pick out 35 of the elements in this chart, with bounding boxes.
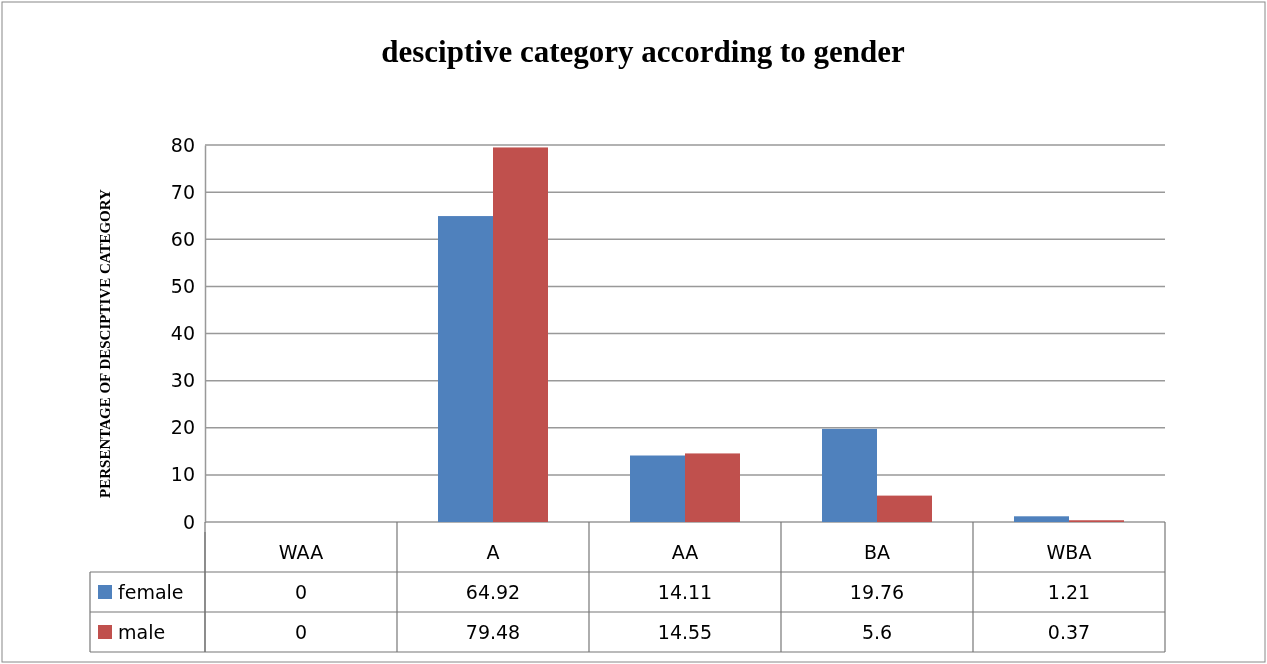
bar — [685, 453, 740, 522]
bar — [822, 428, 877, 522]
legend-label: male — [118, 621, 166, 643]
x-tick-label: A — [486, 541, 500, 563]
x-tick-label: WBA — [1046, 541, 1092, 563]
y-tick-label: 0 — [182, 510, 195, 533]
data-label: 5.6 — [861, 621, 893, 643]
data-label: 0 — [294, 621, 308, 643]
x-tick-label: WAA — [278, 541, 324, 563]
y-tick-label: 10 — [170, 463, 195, 486]
data-label: 14.55 — [657, 621, 713, 643]
data-label: 0 — [294, 581, 308, 603]
data-label: 79.48 — [465, 621, 521, 643]
data-label: 64.92 — [465, 581, 521, 603]
y-tick-label: 30 — [170, 369, 195, 392]
x-tick-label: BA — [863, 541, 891, 563]
legend-label: female — [118, 581, 184, 603]
y-tick-label: 20 — [170, 416, 195, 439]
data-label: 14.11 — [657, 581, 713, 603]
data-label: 0.37 — [1047, 621, 1091, 643]
y-tick-label: 80 — [170, 133, 195, 156]
y-tick-label: 50 — [170, 274, 195, 297]
bar — [1014, 516, 1069, 522]
y-tick-label: 70 — [170, 180, 195, 203]
bar — [630, 455, 685, 522]
bar — [877, 495, 932, 522]
y-tick-label: 60 — [170, 227, 195, 250]
chart-title: desciptive category according to gender — [381, 34, 905, 69]
x-tick-label: AA — [671, 541, 699, 563]
data-label: 1.21 — [1047, 581, 1091, 603]
y-axis-title: PERSENTAGE OF DESCIPTIVE CATEGORY — [97, 188, 113, 498]
y-tick-label: 40 — [170, 322, 195, 345]
data-label: 19.76 — [849, 581, 905, 603]
bar — [493, 147, 548, 522]
bar — [438, 216, 493, 522]
